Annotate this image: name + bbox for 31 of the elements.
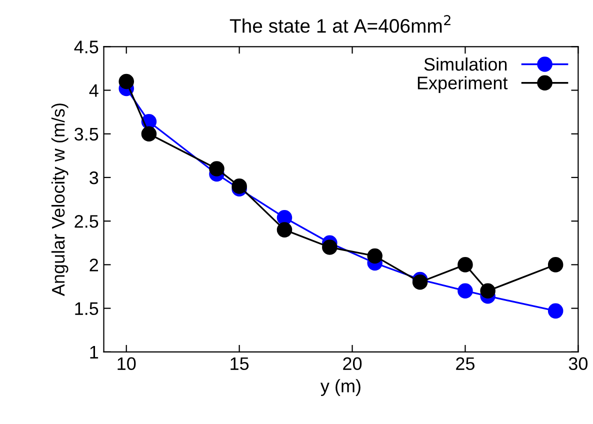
y-tick-label: 2.5 [74,215,98,228]
legend-label: Simulation [424,57,507,71]
point [322,240,338,255]
y-tick-label: 1 [90,346,98,358]
y-tick-label: 1.5 [75,302,98,316]
point [548,257,564,272]
x-tick-label: 10 [118,357,136,370]
point [480,283,496,299]
x-axis-title: y (m) [320,379,360,396]
y-axis-title: Angular Velocity w (m/s) [51,104,68,296]
y-tick-label: 4.5 [74,40,98,54]
y-tick-label: 3.5 [74,128,98,141]
y-tick-label: 4 [89,84,98,97]
point [367,248,382,264]
point [276,210,292,226]
chart-title: The state 1 at A=406mm$^{2}$ [230,15,450,33]
point [412,274,428,290]
point [209,161,224,176]
legend-label: Experiment [418,76,508,93]
x-tick-label: 30 [568,357,588,370]
x-tick-label: 25 [456,357,475,370]
point [548,303,564,319]
x-tick-label: 15 [230,357,249,370]
point [458,283,473,299]
y-tick-label: 3 [90,171,98,184]
x-tick-label: 20 [343,357,362,370]
point [276,222,292,238]
y-tick-label: 2 [90,258,98,272]
point [141,126,157,142]
point [458,257,473,272]
point [118,74,134,90]
